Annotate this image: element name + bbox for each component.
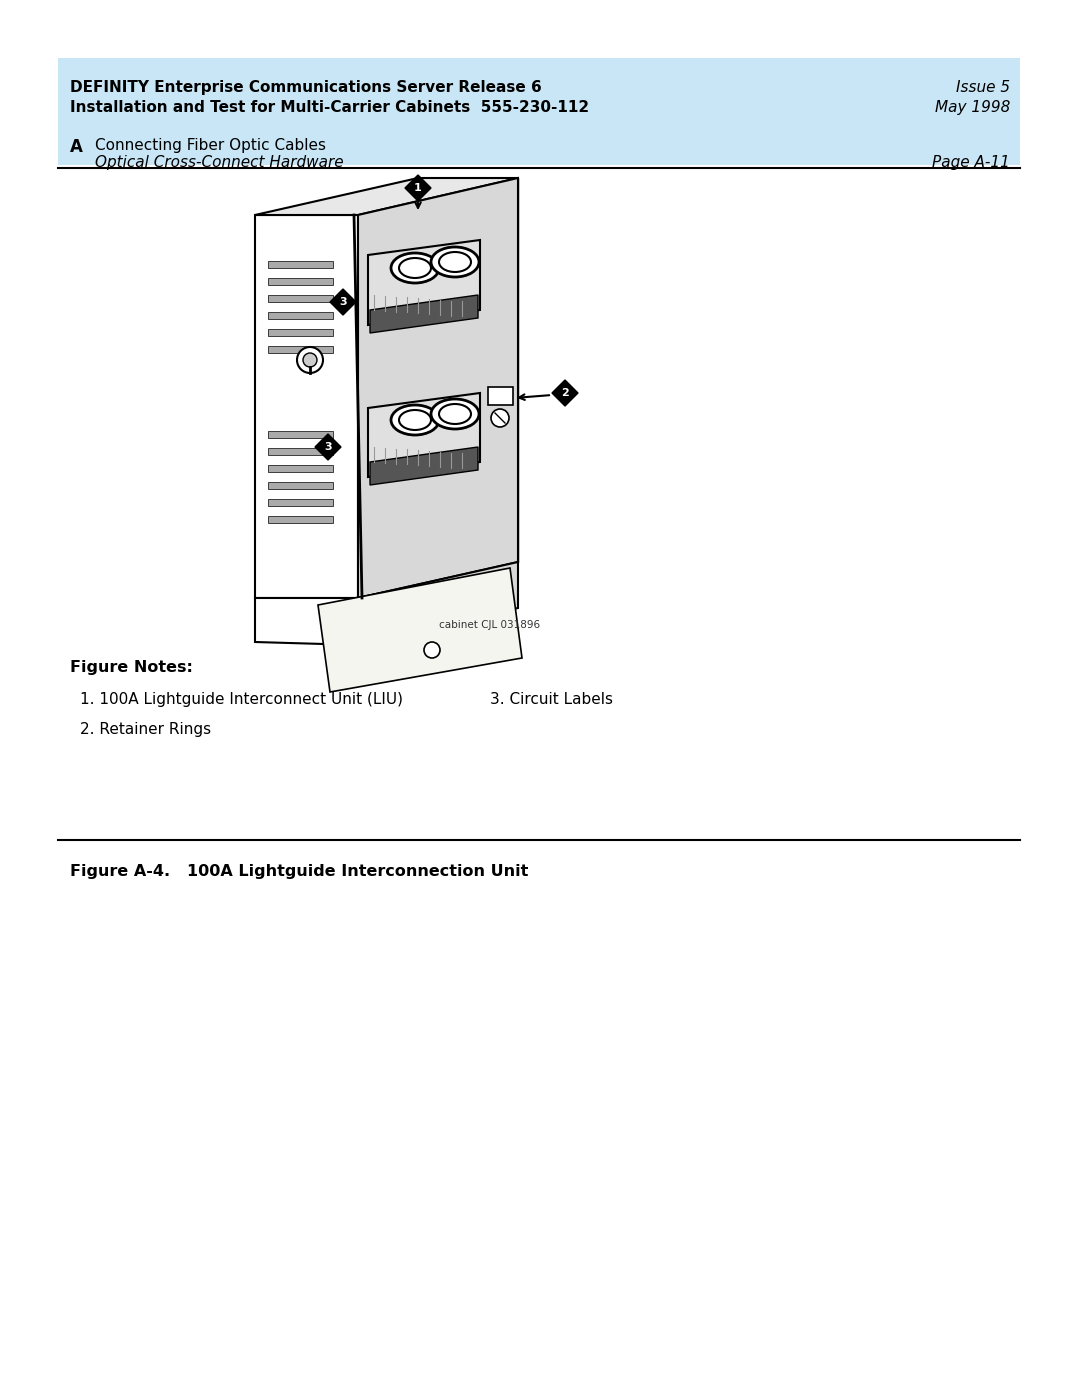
Text: Page A-11: Page A-11 — [932, 155, 1010, 170]
Text: 3: 3 — [339, 298, 347, 307]
Bar — [268, 432, 333, 439]
Polygon shape — [370, 447, 478, 485]
Polygon shape — [405, 175, 431, 201]
Ellipse shape — [391, 253, 438, 284]
Text: 2: 2 — [562, 388, 569, 398]
Bar — [268, 295, 333, 302]
Ellipse shape — [431, 400, 480, 429]
Bar — [488, 387, 513, 405]
Circle shape — [297, 346, 323, 373]
Ellipse shape — [399, 409, 431, 430]
Bar — [268, 312, 333, 319]
Bar — [268, 261, 333, 268]
Text: May 1998: May 1998 — [934, 101, 1010, 115]
Bar — [268, 465, 333, 472]
Polygon shape — [552, 380, 578, 407]
Polygon shape — [255, 177, 518, 215]
Text: Installation and Test for Multi-Carrier Cabinets  555-230-112: Installation and Test for Multi-Carrier … — [70, 101, 589, 115]
Bar — [268, 448, 333, 455]
Polygon shape — [357, 562, 518, 645]
Bar — [58, 59, 1020, 165]
Polygon shape — [370, 295, 478, 332]
Text: Figure A-4.   100A Lightguide Interconnection Unit: Figure A-4. 100A Lightguide Interconnect… — [70, 863, 528, 879]
Text: 1: 1 — [414, 183, 422, 193]
Text: Issue 5: Issue 5 — [956, 80, 1010, 95]
Polygon shape — [357, 177, 518, 598]
Text: Connecting Fiber Optic Cables: Connecting Fiber Optic Cables — [95, 138, 326, 154]
Text: 3. Circuit Labels: 3. Circuit Labels — [490, 692, 613, 707]
Polygon shape — [330, 289, 356, 314]
Text: Figure Notes:: Figure Notes: — [70, 659, 193, 675]
Polygon shape — [368, 240, 480, 326]
Text: 2. Retainer Rings: 2. Retainer Rings — [80, 722, 211, 738]
Polygon shape — [315, 434, 341, 460]
Text: A: A — [70, 138, 83, 156]
Ellipse shape — [431, 247, 480, 277]
Ellipse shape — [399, 258, 431, 278]
Bar — [268, 499, 333, 506]
Polygon shape — [255, 598, 357, 645]
Circle shape — [424, 643, 440, 658]
Polygon shape — [255, 215, 357, 598]
Bar — [268, 515, 333, 522]
Polygon shape — [368, 393, 480, 476]
Bar — [268, 278, 333, 285]
Bar — [268, 346, 333, 353]
Bar — [268, 482, 333, 489]
Text: Optical Cross-Connect Hardware: Optical Cross-Connect Hardware — [95, 155, 343, 170]
Ellipse shape — [438, 404, 471, 425]
Circle shape — [303, 353, 318, 367]
Text: cabinet CJL 031896: cabinet CJL 031896 — [440, 620, 541, 630]
Circle shape — [491, 409, 509, 427]
Text: DEFINITY Enterprise Communications Server Release 6: DEFINITY Enterprise Communications Serve… — [70, 80, 542, 95]
Ellipse shape — [438, 251, 471, 272]
Polygon shape — [418, 177, 518, 562]
Text: 3: 3 — [324, 441, 332, 453]
Polygon shape — [318, 569, 522, 692]
Ellipse shape — [391, 405, 438, 434]
Text: 1. 100A Lightguide Interconnect Unit (LIU): 1. 100A Lightguide Interconnect Unit (LI… — [80, 692, 403, 707]
Bar — [268, 330, 333, 337]
